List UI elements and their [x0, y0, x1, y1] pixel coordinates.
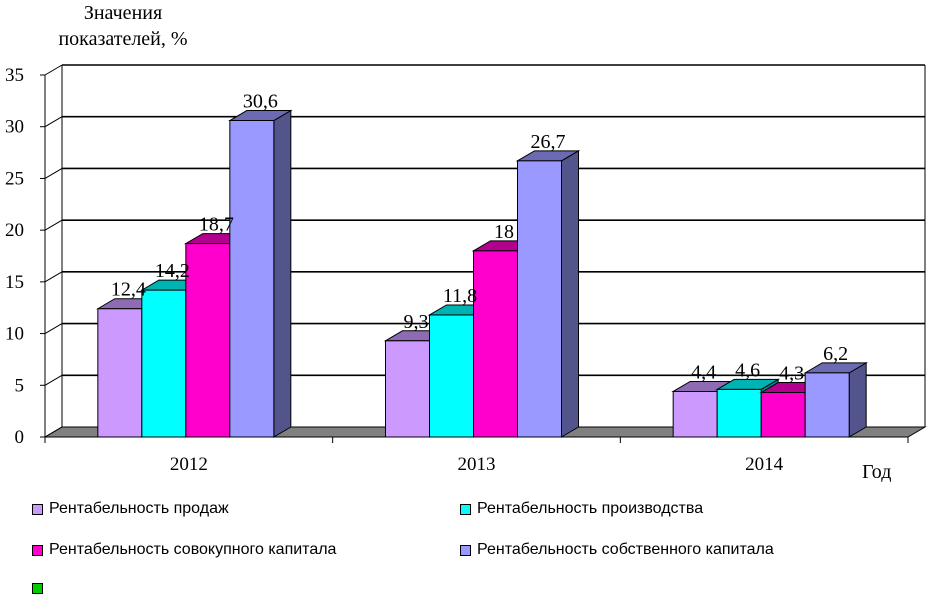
- legend-swatch-empty: [32, 583, 43, 594]
- legend-swatch-sales: [32, 503, 43, 515]
- data-label-2013-1: 9,3: [404, 311, 429, 333]
- legend-item-empty: [32, 583, 49, 594]
- bar-front-2013-2: [429, 314, 474, 438]
- y-tick-label-5: 5: [15, 375, 25, 396]
- x-category-label-2013: 2013: [458, 454, 496, 475]
- bar-front-2014-2: [716, 388, 762, 438]
- side-gridline-30: [44, 116, 63, 128]
- data-label-2013-3: 18: [494, 221, 514, 243]
- y-tick-label-25: 25: [5, 168, 24, 189]
- side-gridline-10: [44, 323, 63, 335]
- legend-swatch-production: [460, 503, 471, 515]
- bar-front-2012-2: [141, 289, 187, 438]
- y-tick-labels: 0 5 10 15 20 25 30 35: [5, 65, 45, 448]
- bar-front-2012-1: [97, 308, 143, 438]
- legend-swatch-total-capital: [32, 544, 43, 556]
- bar-2014-series-4: [803, 362, 869, 438]
- x-category-label-2012: 2012: [170, 454, 208, 475]
- bar-front-2013-4: [517, 160, 562, 438]
- side-gridline-0: [44, 426, 63, 438]
- legend-label-equity: Рентабельность собственного капитала: [477, 541, 774, 558]
- bar-front-2012-4: [229, 120, 275, 438]
- y-tick-label-30: 30: [5, 117, 24, 138]
- bars: [95, 109, 869, 438]
- x-category-labels: 2012 2013 2014: [170, 454, 784, 475]
- data-label-2014-3: 4,3: [779, 363, 804, 385]
- side-gridline-25: [44, 167, 63, 179]
- data-label-2014-4: 6,2: [823, 343, 848, 365]
- bar-front-2014-4: [804, 372, 850, 438]
- legend-label-production: Рентабельность производства: [477, 500, 704, 517]
- y-axis-title-line2: показателей, %: [58, 28, 188, 50]
- bar-front-2014-3: [760, 392, 806, 438]
- bar-2013-series-4: [515, 149, 581, 438]
- legend-item-sales: Рентабельность продаж: [32, 500, 229, 518]
- legend-swatch-equity: [460, 544, 471, 556]
- legend-item-equity: Рентабельность собственного капитала: [460, 541, 774, 559]
- y-tick-label-0: 0: [15, 427, 25, 448]
- data-label-2012-3: 18,7: [199, 214, 234, 236]
- side-gridline-15: [44, 271, 63, 283]
- y-tick-label-20: 20: [5, 220, 24, 241]
- data-label-2012-2: 14,2: [155, 260, 190, 282]
- data-label-2012-1: 12,4: [111, 279, 146, 301]
- side-gridline-20: [44, 219, 63, 231]
- data-label-2012-4: 30,6: [243, 91, 278, 113]
- side-gridline-35: [44, 64, 63, 76]
- bar-chart: 0 5 10 15 20 25 30 35 12,4 14,2 18,7 30,6 9,3 11,8 18…: [5, 64, 927, 475]
- legend-label-total-capital: Рентабельность совокупного капитала: [49, 541, 337, 558]
- side-gridline-5: [44, 374, 63, 386]
- legend-label-sales: Рентабельность продаж: [49, 500, 229, 517]
- y-tick-label-15: 15: [5, 272, 24, 293]
- y-tick-label-10: 10: [5, 324, 24, 345]
- y-axis-title: Значения показателей, %: [38, 0, 208, 52]
- bar-front-2013-3: [473, 250, 518, 438]
- bar-front-2013-1: [385, 340, 430, 438]
- bar-2012-series-4: [227, 109, 293, 438]
- x-category-label-2014: 2014: [745, 454, 784, 475]
- data-label-2014-1: 4,4: [691, 361, 716, 383]
- data-label-2013-4: 26,7: [531, 131, 566, 153]
- bar-side-2014-4: [848, 362, 867, 438]
- data-label-2014-2: 4,6: [735, 359, 760, 381]
- bar-front-2012-3: [185, 243, 231, 438]
- bar-front-2014-1: [672, 390, 718, 438]
- y-tick-label-35: 35: [5, 65, 24, 86]
- data-labels: 12,4 14,2 18,7 30,6 9,3 11,8 18 26,7 4,4 4,6 4,3 6,…: [111, 91, 848, 385]
- y-axis-title-line1: Значения: [83, 2, 163, 24]
- bar-side-2012-4: [273, 109, 292, 438]
- data-label-2013-2: 11,8: [443, 285, 477, 307]
- legend-item-production: Рентабельность производства: [460, 500, 703, 518]
- x-axis-title: Год: [862, 461, 892, 483]
- legend-item-total-capital: Рентабельность совокупного капитала: [32, 541, 336, 559]
- bar-side-2013-4: [561, 149, 579, 438]
